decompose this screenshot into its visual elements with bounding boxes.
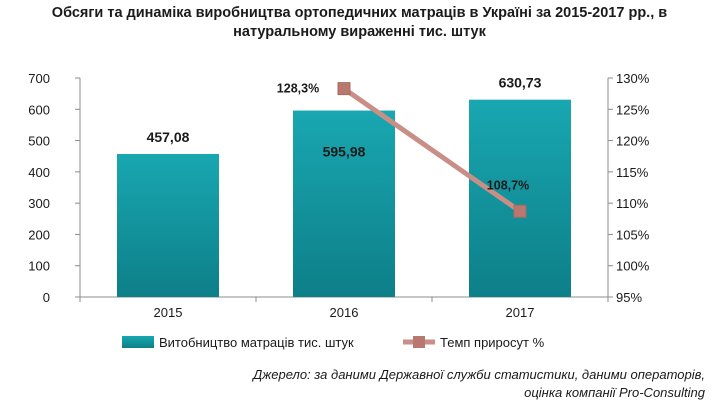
y-right-tick-label: 105% xyxy=(616,227,650,242)
legend-label-line: Темп приросут % xyxy=(440,335,545,350)
y-left-tick-label: 300 xyxy=(28,196,50,211)
y-left-tick-label: 200 xyxy=(28,227,50,242)
bar-series xyxy=(117,99,571,298)
bar-data-label: 630,73 xyxy=(499,75,542,91)
bar xyxy=(469,99,571,297)
x-tick-label: 2016 xyxy=(330,305,359,320)
line-marker xyxy=(513,204,527,218)
y-right-tick-label: 100% xyxy=(616,259,650,274)
y-right-tick-label: 110% xyxy=(616,196,649,211)
y-left-tick-label: 100 xyxy=(28,259,50,274)
legend: Витобництво матраців тис. штук Темп приро… xyxy=(122,335,545,350)
y-right-tick-label: 95% xyxy=(616,290,642,305)
line-data-label: 108,7% xyxy=(487,178,529,192)
chart-title-line-1: Обсяги та динаміка виробництва ортопедич… xyxy=(51,5,668,21)
source-note: Джерело: за даними Державної служби стат… xyxy=(105,366,705,402)
chart-title-line-2: натуральному вираженні тис. штук xyxy=(233,24,486,40)
bar xyxy=(293,110,395,298)
x-tick-label: 2017 xyxy=(506,305,535,320)
line-series xyxy=(337,82,527,218)
line-path xyxy=(342,86,522,214)
data-labels: 457,08 595,98 630,73 128,3% 108,7% xyxy=(147,75,542,193)
x-tick-label: 2015 xyxy=(154,305,183,320)
y-right-tick-label: 125% xyxy=(616,102,650,117)
y-left-tick-label: 400 xyxy=(28,165,50,180)
legend-label-bar: Витобництво матраців тис. штук xyxy=(159,335,354,350)
source-line-2: оцінка компанії Pro-Consulting xyxy=(524,385,705,400)
bar-data-label: 457,08 xyxy=(147,129,190,145)
chart-title: Обсяги та динаміка виробництва ортопедич… xyxy=(10,4,709,42)
source-line-1: Джерело: за даними Державної служби стат… xyxy=(253,367,705,382)
y-left-tick-label: 700 xyxy=(28,71,50,86)
y-left-tick-label: 600 xyxy=(28,102,50,117)
y-right-tick-label: 120% xyxy=(616,134,650,149)
y-left-tick-label: 0 xyxy=(43,290,50,305)
line-marker xyxy=(337,82,351,96)
y-left-tick-label: 500 xyxy=(28,134,50,149)
bar xyxy=(117,153,219,297)
line-data-label: 128,3% xyxy=(277,82,319,96)
bar-data-label: 595,98 xyxy=(323,144,366,160)
y-right-tick-label: 115% xyxy=(616,165,649,180)
legend-swatch-marker xyxy=(413,336,425,348)
y-right-tick-label: 130% xyxy=(616,71,650,86)
legend-swatch-bar xyxy=(122,336,154,348)
